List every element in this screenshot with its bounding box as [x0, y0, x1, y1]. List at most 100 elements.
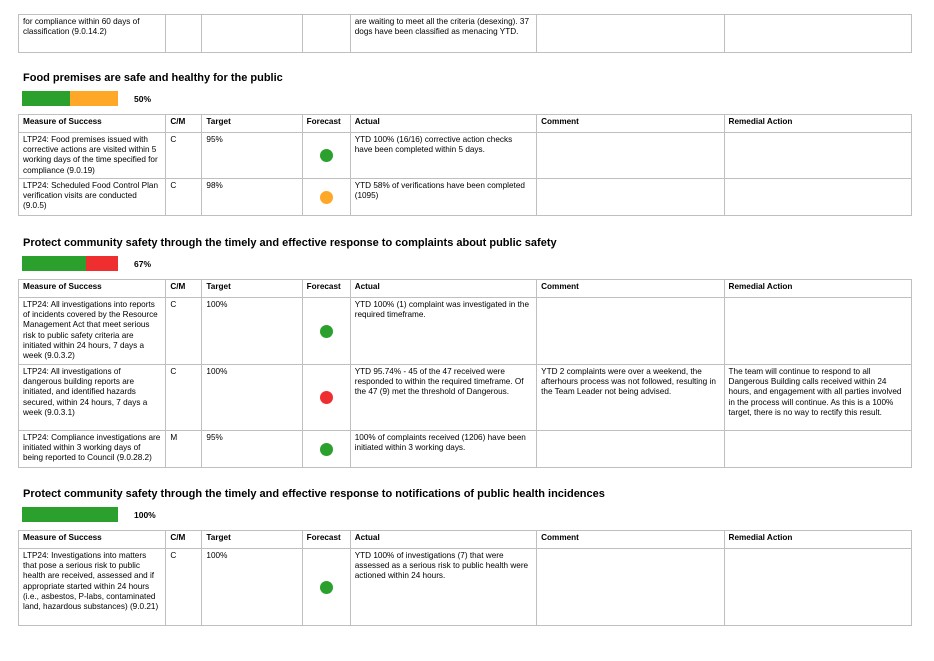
column-header-actual: Actual — [349, 530, 538, 549]
actual-cell: YTD 100% of investigations (7) that were… — [349, 548, 538, 626]
forecast-status-green-icon — [319, 580, 333, 594]
progress-bar — [22, 91, 118, 106]
table-header-row: Measure of Success C/M Target Forecast Actua… — [17, 114, 913, 133]
comment-cell — [536, 178, 725, 216]
target-cell: 98% — [201, 178, 303, 216]
forecast-status-green-icon — [319, 442, 333, 456]
measure-cell: LTP24: Compliance investigations are ini… — [17, 430, 167, 468]
cm-cell: M — [165, 430, 203, 468]
measure-cell: LTP24: Investigations into matters that … — [17, 548, 167, 626]
table-row: LTP24: Scheduled Food Control Plan verif… — [17, 178, 913, 216]
remedial-cell: The team will continue to respond to all… — [723, 364, 913, 431]
section-title: Food premises are safe and healthy for t… — [23, 72, 283, 84]
table-row: LTP24: Investigations into matters that … — [17, 548, 913, 626]
table-header-row: Measure of Success C/M Target Forecast Actua… — [17, 279, 913, 298]
measures-table: Measure of Success C/M Target Forecast Actua… — [17, 279, 913, 468]
progress-segment-green — [22, 507, 118, 522]
column-header-measure: Measure of Success — [17, 114, 167, 133]
forecast-status-green-icon — [319, 149, 333, 162]
target-cell: 100% — [201, 364, 303, 431]
measure-cell: LTP24: Scheduled Food Control Plan verif… — [17, 178, 167, 216]
column-header-forecast: Forecast — [301, 279, 351, 298]
forecast-cell — [301, 132, 351, 179]
target-cell — [201, 14, 303, 53]
forecast-status-amber-icon — [319, 190, 333, 204]
column-header-remedial: Remedial Action — [723, 530, 913, 549]
column-header-forecast: Forecast — [301, 530, 351, 549]
column-header-cm: C/M — [165, 114, 203, 133]
progress-segment-red — [86, 256, 118, 271]
table-row: for compliance within 60 days of classif… — [17, 14, 913, 53]
progress-bar — [22, 256, 118, 271]
comment-cell — [536, 548, 725, 626]
measures-table: Measure of Success C/M Target Forecast Actua… — [17, 530, 913, 626]
progress-percent: 67% — [134, 259, 152, 269]
table-row: LTP24: Food premises issued with correct… — [17, 132, 913, 179]
target-cell: 100% — [201, 548, 303, 626]
column-header-comment: Comment — [536, 530, 725, 549]
target-cell: 95% — [201, 132, 303, 179]
cm-cell: C — [165, 364, 203, 431]
table-header-row: Measure of Success C/M Target Forecast Actua… — [17, 530, 913, 549]
column-header-cm: C/M — [165, 530, 203, 549]
table-row: LTP24: All investigations of dangerous b… — [17, 364, 913, 431]
measures-table: Measure of Success C/M Target Forecast Actua… — [17, 114, 913, 216]
forecast-cell — [301, 14, 351, 53]
column-header-measure: Measure of Success — [17, 530, 167, 549]
column-header-measure: Measure of Success — [17, 279, 167, 298]
progress-bar — [22, 507, 118, 522]
remedial-cell — [723, 178, 913, 216]
cm-cell: C — [165, 297, 203, 365]
actual-cell: are waiting to meet all the criteria (de… — [349, 14, 538, 53]
target-cell: 100% — [201, 297, 303, 365]
forecast-cell — [301, 297, 351, 365]
progress-percent: 50% — [134, 94, 152, 104]
remedial-cell — [723, 297, 913, 365]
actual-cell: YTD 100% (16/16) corrective action check… — [349, 132, 538, 179]
target-cell: 95% — [201, 430, 303, 468]
cm-cell — [165, 14, 203, 53]
actual-cell: 100% of complaints received (1206) have … — [349, 430, 538, 468]
column-header-cm: C/M — [165, 279, 203, 298]
column-header-actual: Actual — [349, 279, 538, 298]
comment-cell — [536, 430, 725, 468]
progress-segment-amber — [70, 91, 118, 106]
column-header-remedial: Remedial Action — [723, 279, 913, 298]
table-row: LTP24: Compliance investigations are ini… — [17, 430, 913, 468]
forecast-cell — [301, 430, 351, 468]
table-row: LTP24: All investigations into reports o… — [17, 297, 913, 365]
comment-cell — [536, 297, 725, 365]
remedial-cell — [723, 132, 913, 179]
forecast-status-green-icon — [319, 324, 333, 338]
column-header-comment: Comment — [536, 279, 725, 298]
column-header-target: Target — [201, 114, 303, 133]
forecast-status-red-icon — [319, 391, 333, 404]
comment-cell — [536, 14, 725, 53]
measure-cell: LTP24: All investigations of dangerous b… — [17, 364, 167, 431]
forecast-cell — [301, 178, 351, 216]
column-header-comment: Comment — [536, 114, 725, 133]
forecast-cell — [301, 548, 351, 626]
column-header-forecast: Forecast — [301, 114, 351, 133]
progress-percent: 100% — [134, 510, 156, 520]
remedial-cell — [723, 430, 913, 468]
progress-segment-green — [22, 256, 87, 271]
actual-cell: YTD 100% (1) complaint was investigated … — [349, 297, 538, 365]
progress-segment-green — [22, 91, 70, 106]
actual-cell: YTD 95.74% - 45 of the 47 received were … — [349, 364, 538, 431]
comment-cell — [536, 132, 725, 179]
section-title: Protect community safety through the tim… — [23, 237, 557, 249]
actual-cell: YTD 58% of verifications have been compl… — [349, 178, 538, 216]
comment-cell: YTD 2 complaints were over a weekend, th… — [536, 364, 725, 431]
remedial-cell — [723, 14, 913, 53]
cm-cell: C — [165, 178, 203, 216]
cm-cell: C — [165, 132, 203, 179]
measure-cell: LTP24: Food premises issued with correct… — [17, 132, 167, 179]
column-header-target: Target — [201, 530, 303, 549]
column-header-remedial: Remedial Action — [723, 114, 913, 133]
section-title: Protect community safety through the tim… — [23, 488, 605, 500]
measure-cell: for compliance within 60 days of classif… — [17, 14, 167, 53]
column-header-target: Target — [201, 279, 303, 298]
cm-cell: C — [165, 548, 203, 626]
column-header-actual: Actual — [349, 114, 538, 133]
